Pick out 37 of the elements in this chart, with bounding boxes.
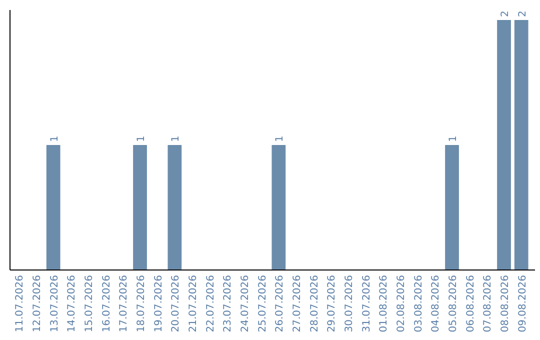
data-label: 1 [49, 136, 60, 142]
x-tick-label: 18.07.2026 [136, 275, 147, 332]
x-tick-label: 29.07.2026 [326, 275, 338, 332]
x-tick-label: 30.07.2026 [344, 275, 355, 332]
data-label: 1 [448, 136, 459, 142]
data-label: 1 [274, 136, 286, 142]
x-tick-label: 23.07.2026 [222, 275, 234, 332]
x-tick-label: 31.07.2026 [361, 275, 372, 332]
x-tick-label: 21.07.2026 [188, 275, 199, 332]
x-tick-label: 01.08.2026 [378, 275, 390, 332]
x-tick-label: 26.07.2026 [274, 275, 286, 332]
x-tick-label: 07.08.2026 [482, 275, 494, 332]
x-tick-label: 05.08.2026 [448, 275, 459, 332]
data-label: 2 [517, 10, 528, 17]
x-tick-label: 28.07.2026 [309, 275, 320, 332]
x-tick-label: 12.07.2026 [32, 275, 43, 332]
x-tick-label: 14.07.2026 [66, 275, 78, 332]
x-tick-label: 06.08.2026 [465, 275, 476, 332]
x-tick-label: 15.07.2026 [84, 275, 95, 332]
data-label: 1 [136, 136, 147, 142]
x-tick-label: 08.08.2026 [500, 275, 511, 332]
x-tick-label: 19.07.2026 [153, 275, 164, 332]
x-tick-label: 24.07.2026 [240, 275, 251, 332]
data-label: 1 [170, 136, 182, 142]
x-tick-label: 09.08.2026 [517, 275, 528, 332]
x-tick-label: 11.07.2026 [14, 275, 26, 332]
x-tick-label: 03.08.2026 [413, 275, 424, 332]
x-tick-label: 17.07.2026 [118, 275, 130, 332]
x-tick-label: 16.07.2026 [101, 275, 112, 332]
x-tick-label: 13.07.2026 [49, 275, 60, 332]
x-tick-label: 04.08.2026 [430, 275, 442, 332]
x-tick-label: 22.07.2026 [205, 275, 216, 332]
x-tick-label: 27.07.2026 [292, 275, 303, 332]
x-tick-label: 20.07.2026 [170, 275, 182, 332]
data-label: 2 [500, 10, 511, 17]
x-tick-label: 25.07.2026 [257, 275, 268, 332]
x-tick-label: 02.08.2026 [396, 275, 407, 332]
